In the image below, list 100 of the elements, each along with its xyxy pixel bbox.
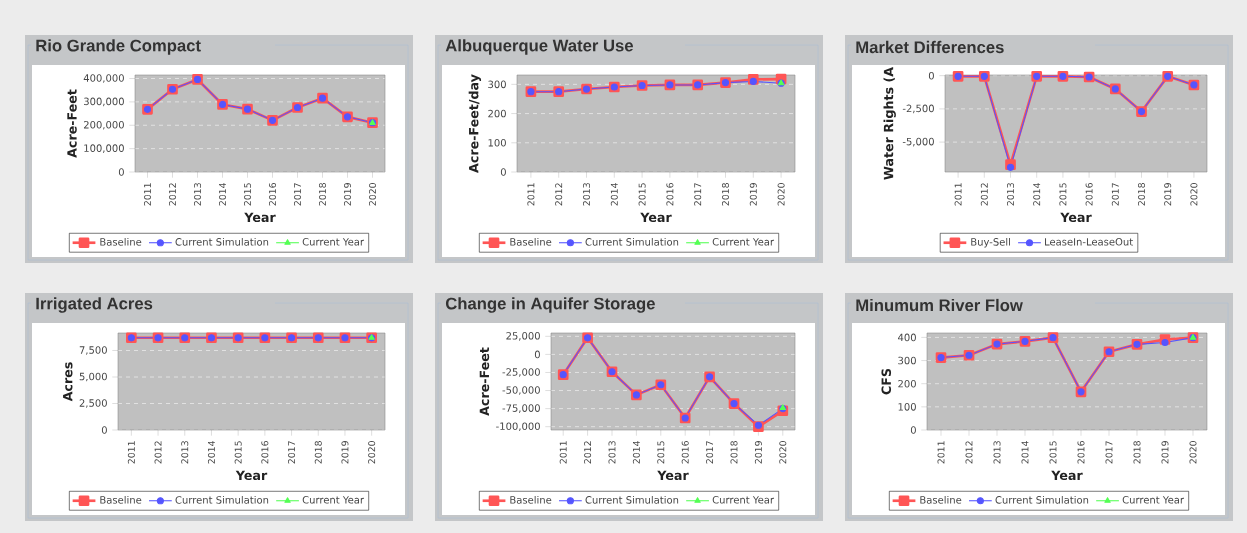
x-tick-label: 2013	[608, 441, 616, 464]
x-tick-label: 2019	[749, 183, 757, 206]
chart-title: Albuquerque Water Use	[445, 39, 633, 55]
x-tick-label: 2014	[632, 440, 640, 464]
legend-label: Baseline	[100, 237, 142, 246]
y-tick-label: 300,000	[84, 97, 124, 107]
x-tick-label: 2017	[706, 441, 714, 464]
x-tick-label: 2015	[234, 441, 242, 464]
x-tick-label: 2017	[293, 183, 302, 206]
x-tick-label: 2011	[559, 441, 567, 464]
x-axis-title: Year	[1051, 470, 1083, 481]
x-tick-label: 2018	[721, 183, 730, 206]
x-tick-label: 2011	[954, 183, 962, 206]
x-tick-label: 2016	[1077, 441, 1085, 464]
x-tick-label: 2012	[980, 183, 988, 206]
y-tick-label: 100	[488, 139, 506, 147]
x-tick-label: 2020	[368, 441, 376, 464]
legend-label: Current Year	[1122, 496, 1185, 504]
y-tick-label: 0	[928, 71, 934, 80]
x-axis-title: Year	[657, 470, 689, 481]
chart-title: Market Differences	[856, 40, 1004, 54]
y-tick-label: 2,500	[79, 399, 107, 408]
x-tick-label: 2016	[261, 441, 269, 464]
legend-label: Baseline	[920, 495, 962, 504]
x-axis-title: Year	[1060, 212, 1092, 223]
y-tick-label: -50,000	[502, 386, 540, 395]
legend-label: Current Simulation	[175, 237, 269, 246]
x-tick-label: 2012	[965, 441, 973, 464]
y-axis-title: Acre-Feet/day	[468, 74, 482, 173]
chart-title: Change in Aquifer Storage	[445, 297, 655, 313]
x-tick-label: 2017	[1105, 441, 1113, 464]
x-tick-label: 2016	[666, 183, 674, 206]
x-axis-title: Year	[244, 212, 276, 223]
x-tick-label: 2012	[154, 441, 162, 464]
x-tick-label: 2015	[657, 441, 665, 464]
legend-label: Current Simulation	[585, 237, 679, 246]
x-tick-label: 2019	[341, 441, 349, 464]
y-tick-label: 200	[488, 109, 506, 118]
legend-label: Current Simulation	[175, 495, 269, 504]
y-tick-label: 5,000	[79, 372, 107, 382]
y-tick-label: 25,000	[506, 332, 540, 341]
y-tick-label: 300	[488, 80, 506, 89]
legend-label: Current Year	[712, 238, 775, 246]
x-tick-label: 2011	[127, 441, 135, 464]
legend-label: Buy-Sell	[971, 237, 1010, 248]
y-tick-label: 200	[898, 379, 916, 388]
x-tick-label: 2013	[193, 183, 202, 206]
legend-label: Current Simulation	[995, 495, 1089, 504]
x-tick-label: 2019	[1164, 183, 1172, 206]
legend-label: LeaseIn-LeaseOut	[1045, 238, 1133, 246]
x-tick-label: 2013	[993, 441, 1001, 464]
x-tick-label: 2019	[343, 183, 352, 206]
y-tick-label: -2,500	[902, 104, 934, 114]
y-tick-label: -100,000	[496, 422, 540, 431]
x-tick-label: 2015	[638, 183, 646, 206]
legend-label: Current Year	[712, 496, 775, 504]
x-tick-label: 2016	[1085, 183, 1093, 206]
x-tick-label: 2018	[1137, 183, 1146, 206]
x-tick-label: 2013	[582, 183, 591, 206]
x-tick-label: 2016	[681, 441, 689, 464]
x-tick-label: 2017	[694, 183, 702, 206]
x-tick-label: 2015	[1049, 441, 1057, 464]
x-tick-label: 2013	[1006, 183, 1015, 206]
x-tick-label: 2020	[777, 183, 785, 206]
x-tick-label: 2019	[754, 441, 762, 464]
x-tick-label: 2018	[730, 441, 738, 464]
y-tick-label: 100	[898, 403, 916, 411]
y-tick-label: 7,500	[79, 346, 107, 355]
x-tick-label: 2015	[1059, 183, 1067, 206]
x-tick-label: 2013	[181, 441, 189, 464]
legend-label: Current Simulation	[585, 495, 679, 504]
x-tick-label: 2017	[1111, 183, 1119, 206]
x-tick-label: 2011	[937, 441, 945, 464]
y-tick-label: 0	[534, 350, 540, 359]
y-tick-label: 0	[118, 168, 124, 176]
legend-label: Baseline	[100, 495, 142, 504]
y-tick-label: -5,000	[902, 137, 934, 147]
x-tick-label: 2012	[555, 183, 563, 206]
x-axis-title: Year	[640, 212, 672, 223]
x-tick-label: 2014	[1021, 440, 1029, 464]
y-axis-title: Water Rights (A	[883, 67, 896, 180]
x-tick-label: 2014	[218, 182, 227, 206]
y-axis-title: Acre-Feet	[479, 347, 490, 416]
y-tick-label: 0	[500, 168, 506, 176]
y-axis-title: Acre-Feet	[67, 89, 77, 158]
y-tick-label: 0	[101, 426, 107, 434]
x-tick-label: 2014	[610, 182, 618, 206]
chart-title: Minumum River Flow	[856, 298, 1023, 312]
x-tick-label: 2016	[268, 182, 277, 206]
x-tick-label: 2020	[368, 183, 377, 206]
y-tick-label: 300	[898, 356, 916, 365]
legend-label: Baseline	[510, 237, 552, 246]
x-tick-label: 2012	[168, 183, 177, 206]
chart-title: Irrigated Acres	[36, 297, 153, 313]
y-tick-label: 100,000	[84, 144, 124, 153]
x-tick-label: 2014	[207, 440, 215, 464]
legend-label: Baseline	[510, 495, 552, 504]
legend-label: Current Year	[302, 238, 365, 246]
y-axis-title: CFS	[881, 368, 892, 395]
x-tick-label: 2019	[1161, 441, 1169, 464]
